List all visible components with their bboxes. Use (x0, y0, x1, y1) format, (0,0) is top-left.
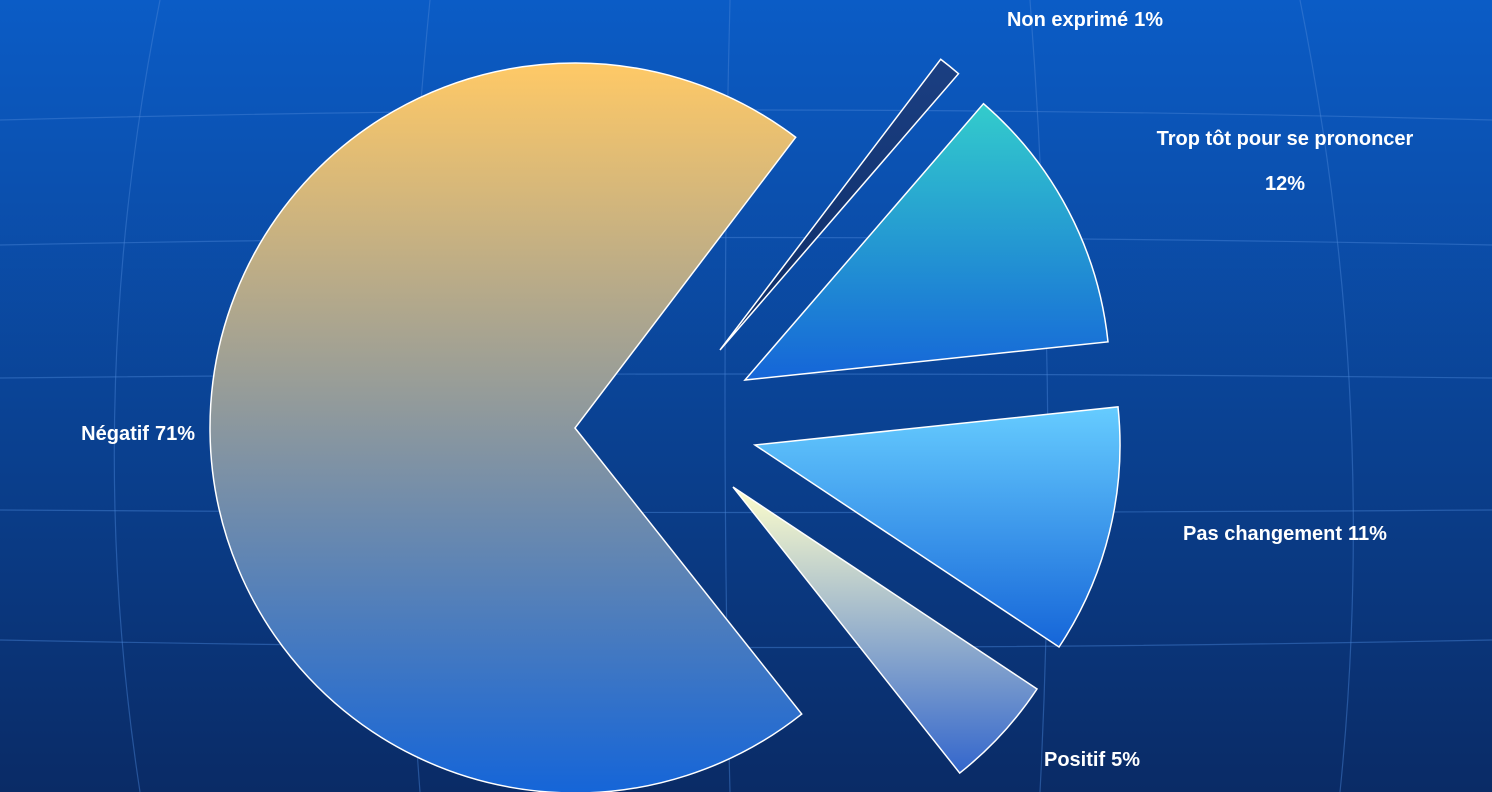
pie (209, 58, 1121, 792)
pie-slice (752, 406, 1121, 649)
slice-value: 11% (1348, 523, 1387, 545)
slice-category: Positif (1044, 749, 1105, 771)
pie-slice (719, 58, 960, 351)
slice-category: Négatif (81, 423, 149, 445)
labels: Négatif 71% Non exprimé 1% Trop tôt pour se … (81, 9, 1413, 771)
slice-value: 71% (155, 423, 195, 445)
slice-value: 5% (1111, 749, 1140, 771)
slice-value: 1% (1134, 9, 1163, 31)
pie-slice (732, 486, 1039, 775)
slice-category: Non exprimé (1007, 9, 1128, 31)
slice-category: Trop tôt pour se prononcer (1157, 128, 1414, 150)
slice-label: Négatif 71% (81, 423, 195, 445)
slice-label: Pas changement 11% (1183, 523, 1387, 545)
slice-label: Trop tôt pour se prononcer 12% (1157, 128, 1414, 195)
slice-label: Positif 5% (1044, 749, 1140, 771)
slice-label: Non exprimé 1% (1007, 9, 1163, 31)
pie-slice (209, 62, 803, 792)
slice-category: Pas changement (1183, 523, 1342, 545)
pie-slice (743, 102, 1109, 381)
slice-value: 12% (1265, 173, 1305, 195)
